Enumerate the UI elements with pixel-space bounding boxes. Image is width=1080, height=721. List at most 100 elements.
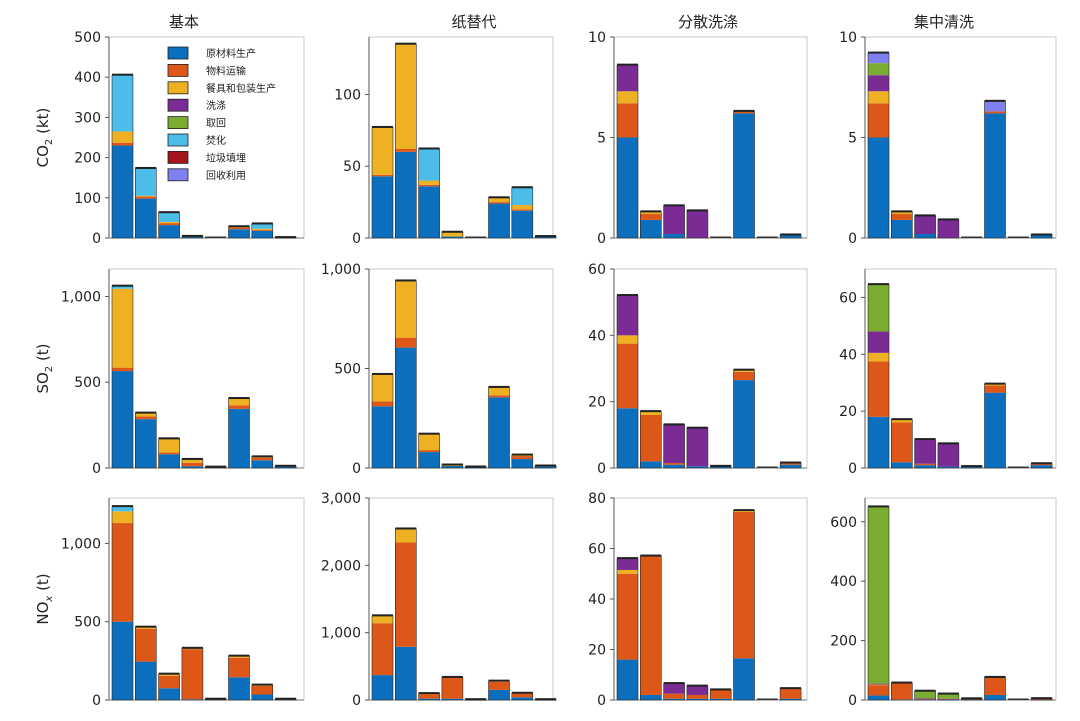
y-tick-label: 500	[334, 362, 361, 378]
bar-segment	[418, 693, 440, 699]
y-tick-label: 40	[588, 592, 606, 608]
bar-segment	[488, 203, 510, 238]
bar-segment	[511, 187, 533, 205]
bar-cap	[441, 230, 463, 233]
bar-segment	[891, 462, 913, 468]
bar-segment	[395, 44, 417, 149]
bar-cap	[617, 557, 638, 560]
bar-segment	[135, 661, 157, 700]
bar-cap	[181, 457, 203, 460]
bar-cap	[488, 385, 510, 388]
bar-cap	[511, 691, 533, 694]
bar-segment	[112, 142, 133, 146]
bar-segment	[914, 465, 936, 468]
bar-segment	[780, 698, 802, 700]
bar-segment	[868, 137, 889, 238]
bar-cap	[686, 684, 708, 687]
bar-segment	[135, 198, 157, 238]
bar-segment	[868, 695, 889, 700]
bar-cap	[780, 233, 802, 236]
bar-segment	[395, 347, 417, 468]
bar-segment	[372, 623, 393, 676]
bar-segment	[488, 202, 510, 204]
bar-segment	[395, 148, 417, 152]
panel-2-0: 0 500 1,000	[61, 497, 305, 709]
bar-baseline-stub	[756, 698, 778, 700]
bar-segment	[112, 288, 133, 368]
bar-segment	[914, 698, 936, 700]
bar-cap	[891, 210, 913, 213]
bar-segment	[984, 677, 1006, 695]
y-tick-label: 0	[597, 693, 606, 709]
bar-segment	[640, 461, 662, 468]
bar-segment	[984, 111, 1006, 114]
y-tick-label: 40	[839, 347, 857, 363]
bar-cap	[663, 682, 685, 685]
bar-segment	[488, 689, 510, 700]
row-y-axis-label: SO2 (t)	[34, 343, 55, 393]
y-label-unit: (t)	[34, 343, 52, 365]
bar-cap	[251, 683, 273, 686]
bar-segment	[780, 464, 802, 468]
bar-cap	[275, 236, 297, 239]
bar-segment	[441, 466, 463, 468]
bar-segment	[686, 428, 708, 467]
bar-baseline-stub	[1007, 466, 1029, 468]
legend-swatch	[167, 46, 189, 60]
bar-segment	[228, 405, 250, 409]
bar-cap	[135, 411, 157, 414]
bar-segment	[135, 419, 157, 468]
bar-segment	[617, 573, 638, 660]
bar-cap	[511, 186, 533, 189]
bar-segment	[135, 627, 157, 629]
bar-cap	[710, 464, 732, 467]
bar-segment	[372, 406, 393, 468]
bar-segment	[961, 698, 983, 700]
bar-segment	[488, 397, 510, 468]
bar-cap	[1031, 233, 1053, 236]
y-tick-label: 50	[343, 159, 361, 175]
y-tick-label: 5	[597, 131, 606, 147]
bar-segment	[511, 459, 533, 468]
plot-frame	[864, 36, 1057, 239]
bar-segment	[488, 681, 510, 690]
bar-segment	[984, 101, 1006, 112]
legend-label: 取回	[206, 118, 226, 130]
bar-segment	[112, 286, 133, 289]
legend-swatch	[167, 81, 189, 95]
bar-segment	[686, 466, 708, 468]
bar-segment	[112, 145, 133, 238]
panel-2-1: 0 1,000 2,000 3,000	[321, 491, 557, 709]
bar-cap	[372, 125, 393, 128]
bar-cap	[372, 372, 393, 375]
bar-segment	[617, 137, 638, 238]
bar-segment	[686, 210, 708, 238]
bar-segment	[395, 646, 417, 700]
bar-segment	[112, 367, 133, 372]
bar-baseline-stub	[465, 236, 487, 238]
legend-label: 回收利用	[206, 169, 246, 182]
bar-segment	[251, 694, 273, 700]
y-tick-label: 600	[830, 515, 857, 531]
bar-segment	[1031, 465, 1053, 468]
y-tick-label: 0	[92, 231, 101, 247]
plot-frame	[613, 36, 808, 239]
bar-segment	[395, 151, 417, 238]
bar-segment	[135, 195, 157, 197]
bar-cap	[395, 42, 417, 45]
bar-cap	[686, 209, 708, 212]
panel-0-3: 0 5 10	[839, 30, 1057, 247]
bar-segment	[418, 184, 440, 187]
bar-cap	[535, 235, 557, 238]
bar-segment	[372, 374, 393, 402]
bar-cap	[112, 505, 133, 508]
y-label-unit: (kt)	[34, 108, 52, 139]
bar-segment	[511, 456, 533, 460]
row-y-axis-label: CO2 (kt)	[34, 108, 55, 168]
bar-segment	[135, 413, 157, 417]
bar-segment	[488, 387, 510, 396]
bar-segment	[984, 694, 1006, 700]
column-title: 集中清洗	[914, 13, 974, 31]
bar-baseline-stub	[756, 466, 778, 468]
